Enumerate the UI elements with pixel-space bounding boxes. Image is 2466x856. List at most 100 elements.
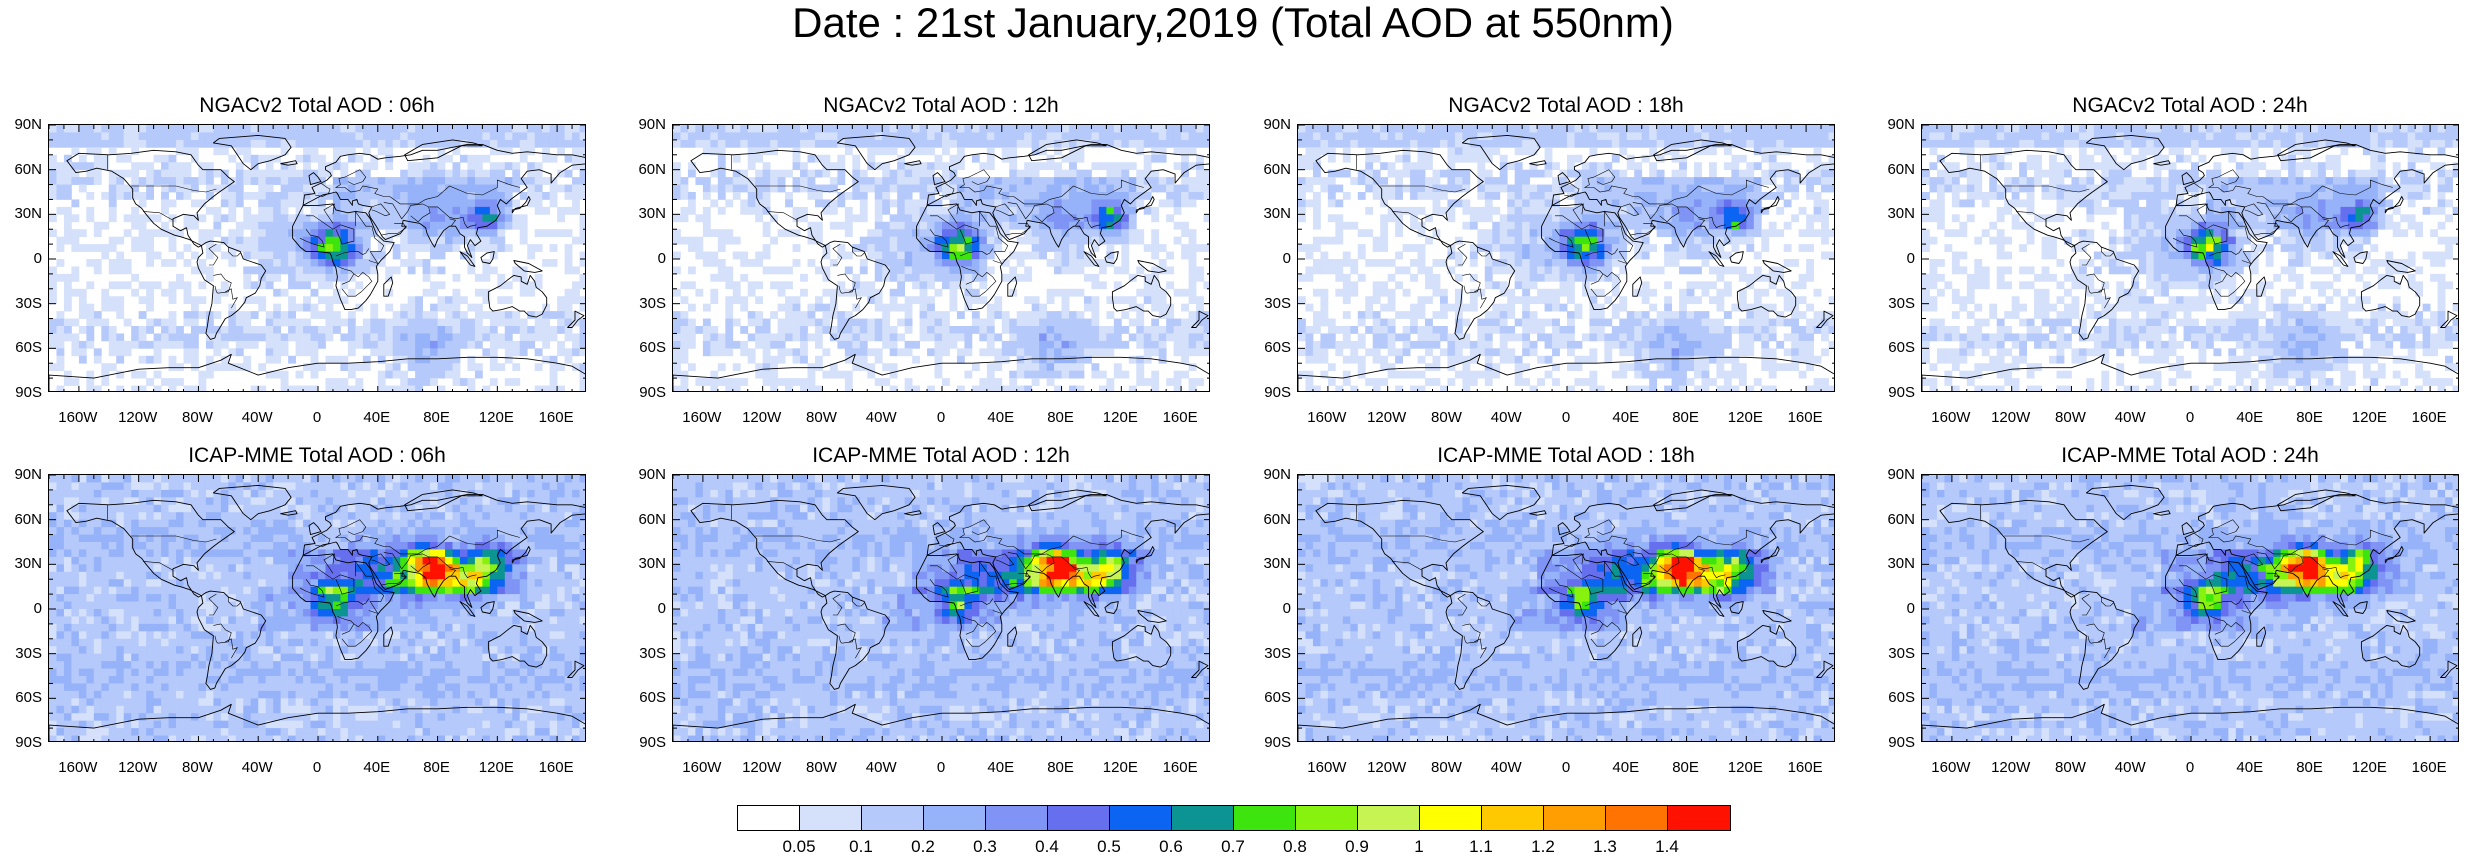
lat-label: 30N (1875, 206, 1915, 221)
lat-label: 90S (626, 385, 666, 400)
aod-field (49, 475, 586, 742)
lon-label: 120W (1357, 410, 1417, 425)
panel-title: NGACv2 Total AOD : 12h (672, 91, 1210, 121)
lat-label: 60N (626, 162, 666, 177)
lon-label: 40E (1596, 760, 1656, 775)
lon-label: 120E (1715, 760, 1775, 775)
lat-label: 60S (2, 340, 42, 355)
lon-label: 80E (1031, 410, 1091, 425)
lat-label: 0 (2, 601, 42, 616)
lon-label: 120W (732, 760, 792, 775)
lat-label: 90S (2, 385, 42, 400)
lon-label: 40W (227, 760, 287, 775)
lon-label: 80W (1416, 410, 1476, 425)
lat-label: 60N (1251, 162, 1291, 177)
colorbar-label: 1.4 (1637, 838, 1697, 855)
lon-label: 40W (1476, 410, 1536, 425)
lon-label: 80W (167, 410, 227, 425)
lon-label: 160W (1297, 410, 1357, 425)
lon-label: 80E (407, 410, 467, 425)
colorbar-swatch (1606, 806, 1668, 830)
lat-label: 90N (2, 117, 42, 132)
lon-label: 80E (2280, 410, 2340, 425)
lon-label: 160E (526, 410, 586, 425)
lon-label: 40W (2100, 410, 2160, 425)
lon-label: 160E (2399, 410, 2459, 425)
aod-map (1297, 474, 1835, 742)
lat-label: 0 (626, 251, 666, 266)
lat-label: 90N (2, 467, 42, 482)
lat-label: 60N (2, 162, 42, 177)
lon-label: 80E (1656, 760, 1716, 775)
lat-label: 0 (1875, 601, 1915, 616)
lon-label: 120W (732, 410, 792, 425)
lon-label: 80W (167, 760, 227, 775)
lon-label: 40E (971, 410, 1031, 425)
lon-label: 120E (2339, 410, 2399, 425)
aod-field (49, 125, 586, 392)
lon-label: 120E (466, 760, 526, 775)
figure-title: Date : 21st January,2019 (Total AOD at 5… (0, 2, 2466, 44)
aod-field (673, 125, 1210, 392)
lat-label: 90S (626, 735, 666, 750)
lon-label: 0 (287, 410, 347, 425)
lon-label: 40E (2220, 410, 2280, 425)
lon-label: 120E (1090, 410, 1150, 425)
lon-label: 0 (911, 410, 971, 425)
colorbar-swatch (862, 806, 924, 830)
lon-label: 40W (2100, 760, 2160, 775)
lon-label: 80E (2280, 760, 2340, 775)
colorbar-label: 0.5 (1079, 838, 1139, 855)
colorbar-label: 0.3 (955, 838, 1015, 855)
lon-label: 80E (1656, 410, 1716, 425)
lon-label: 80E (1031, 760, 1091, 775)
lat-label: 60S (626, 340, 666, 355)
lon-label: 40E (2220, 760, 2280, 775)
colorbar-swatch (986, 806, 1048, 830)
aod-field (1922, 125, 2459, 392)
lat-label: 30N (626, 556, 666, 571)
panel-title: ICAP-MME Total AOD : 24h (1921, 441, 2459, 471)
lat-label: 60S (2, 690, 42, 705)
lat-label: 90N (626, 117, 666, 132)
lon-label: 80E (407, 760, 467, 775)
colorbar-swatch (1544, 806, 1606, 830)
colorbar-swatch (1668, 806, 1730, 830)
lon-label: 160E (1775, 760, 1835, 775)
lon-label: 160W (1297, 760, 1357, 775)
aod-field (1922, 475, 2459, 742)
lon-label: 40W (851, 410, 911, 425)
lon-label: 120W (1981, 760, 2041, 775)
lat-label: 60S (1251, 690, 1291, 705)
lat-label: 30S (626, 296, 666, 311)
colorbar-label: 0.05 (769, 838, 829, 855)
lon-label: 40E (1596, 410, 1656, 425)
lon-label: 0 (2160, 410, 2220, 425)
lat-label: 30N (1875, 556, 1915, 571)
lat-label: 0 (1875, 251, 1915, 266)
lon-label: 0 (287, 760, 347, 775)
lat-label: 60S (626, 690, 666, 705)
lon-label: 120W (108, 760, 168, 775)
colorbar-swatch (924, 806, 986, 830)
lat-label: 30N (1251, 206, 1291, 221)
lat-label: 60S (1875, 340, 1915, 355)
lon-label: 160W (672, 760, 732, 775)
lon-label: 0 (2160, 760, 2220, 775)
colorbar-label: 0.8 (1265, 838, 1325, 855)
lon-label: 80W (791, 410, 851, 425)
colorbar-label: 0.7 (1203, 838, 1263, 855)
lon-label: 120E (1090, 760, 1150, 775)
colorbar-label: 1.2 (1513, 838, 1573, 855)
panel-title: ICAP-MME Total AOD : 06h (48, 441, 586, 471)
colorbar-label: 0.1 (831, 838, 891, 855)
lat-label: 60S (1251, 340, 1291, 355)
panel-title: NGACv2 Total AOD : 24h (1921, 91, 2459, 121)
colorbar (737, 805, 1731, 831)
lat-label: 90S (2, 735, 42, 750)
lon-label: 40W (851, 760, 911, 775)
lat-label: 90N (1875, 117, 1915, 132)
lon-label: 120W (108, 410, 168, 425)
lon-label: 160E (1150, 410, 1210, 425)
lat-label: 30S (626, 646, 666, 661)
